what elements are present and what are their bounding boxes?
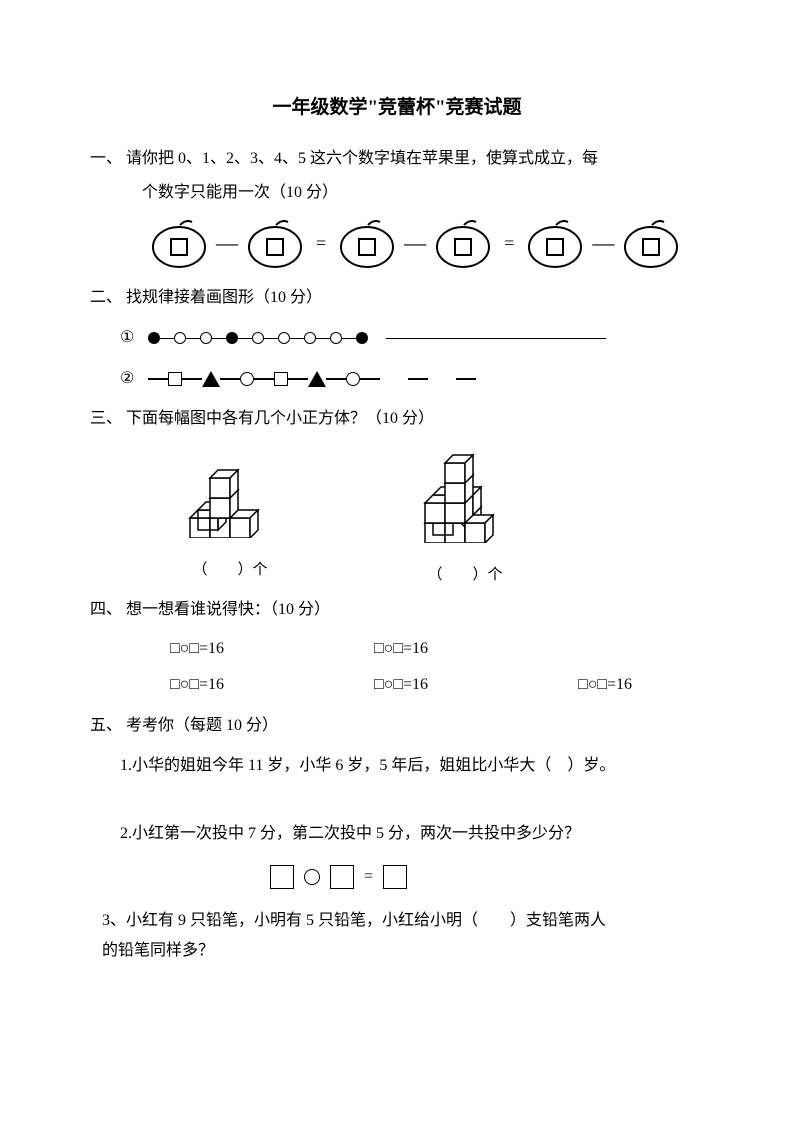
apple-equation: — = — = — [90, 217, 704, 269]
cube-figure-1: （ ）个 [180, 448, 280, 589]
pattern-1: ① [90, 323, 704, 353]
eq16-item: □○□=16 [578, 670, 632, 700]
pattern-2: ② [90, 364, 704, 394]
pattern-2-num: ② [120, 364, 134, 394]
apple-icon [434, 217, 492, 269]
minus-icon: — [404, 222, 426, 264]
cube-1-label: （ ）个 [180, 556, 280, 585]
apple-icon [150, 217, 208, 269]
open-circle-icon [252, 332, 264, 344]
apple-icon [622, 217, 680, 269]
box-icon [270, 865, 294, 889]
eq16-row-2: □○□=16 □○□=16 □○□=16 [90, 670, 704, 700]
square-icon [274, 372, 288, 386]
circle-icon [346, 372, 360, 386]
circle-icon [240, 372, 254, 386]
q5-sub3b: 的铅笔同样多？ [90, 936, 704, 966]
q5-sub1: 1.小华的姐姐今年 11 岁，小华 6 岁，5 年后，姐姐比小华大（ ）岁。 [90, 751, 704, 781]
square-icon [168, 372, 182, 386]
q4-line: 四、 想一想看谁说得快：（10 分） [90, 595, 704, 625]
apple-icon [526, 217, 584, 269]
q2-text: 找规律接着画图形（10 分） [126, 289, 322, 306]
q5-sub3a: 3、小红有 9 只铅笔，小明有 5 只铅笔，小红给小明（ ）支铅笔两人 [90, 906, 704, 936]
equals-icon: = [316, 226, 326, 260]
equals-icon: = [504, 226, 514, 260]
q5-num: 五、 [90, 717, 122, 734]
q2-num: 二、 [90, 289, 122, 306]
filled-circle-icon [356, 332, 368, 344]
open-circle-icon [330, 332, 342, 344]
q3-num: 三、 [90, 410, 122, 427]
q5-text: 考考你（每题 10 分） [126, 717, 278, 734]
q4-num: 四、 [90, 601, 122, 618]
blank-line [386, 338, 606, 340]
minus-icon: — [592, 222, 614, 264]
box-icon [383, 865, 407, 889]
open-circle-icon [304, 332, 316, 344]
cubes-row: （ ）个 （ ）个 [90, 448, 704, 589]
q1-line2: 个数字只能用一次（10 分） [90, 178, 704, 208]
eq16-item: □○□=16 [374, 670, 428, 700]
apple-icon [246, 217, 304, 269]
apple-icon [338, 217, 396, 269]
eq16-row-1: □○□=16 □○□=16 [90, 634, 704, 664]
eq16-item: □○□=16 [374, 634, 428, 664]
box-icon [330, 865, 354, 889]
q1-line1: 一、 请你把 0、1、2、3、4、5 这六个数字填在苹果里，使算式成立，每 [90, 144, 704, 174]
box-equation: = [90, 862, 704, 892]
circle-icon [304, 869, 320, 885]
filled-circle-icon [226, 332, 238, 344]
eq16-item: □○□=16 [170, 634, 224, 664]
open-circle-icon [174, 332, 186, 344]
cube-figure-2: （ ）个 [410, 448, 520, 589]
eq16-item: □○□=16 [170, 670, 224, 700]
q1-text1: 请你把 0、1、2、3、4、5 这六个数字填在苹果里，使算式成立，每 [126, 150, 598, 167]
page-title: 一年级数学"竞蕾杯"竞赛试题 [90, 90, 704, 126]
q3-line: 三、 下面每幅图中各有几个小正方体？（10 分） [90, 404, 704, 434]
triangle-icon [308, 371, 326, 387]
open-circle-icon [278, 332, 290, 344]
q3-text: 下面每幅图中各有几个小正方体？（10 分） [126, 410, 434, 427]
q1-num: 一、 [90, 150, 122, 167]
minus-icon: — [216, 222, 238, 264]
q2-line: 二、 找规律接着画图形（10 分） [90, 283, 704, 313]
filled-circle-icon [148, 332, 160, 344]
q5-sub2: 2.小红第一次投中 7 分，第二次投中 5 分，两次一共投中多少分？ [90, 819, 704, 849]
q5-line: 五、 考考你（每题 10 分） [90, 711, 704, 741]
equals-sign: = [364, 862, 373, 892]
open-circle-icon [200, 332, 212, 344]
triangle-icon [202, 371, 220, 387]
q4-text: 想一想看谁说得快：（10 分） [126, 601, 330, 618]
pattern-1-num: ① [120, 323, 134, 353]
cube-2-label: （ ）个 [410, 561, 520, 590]
